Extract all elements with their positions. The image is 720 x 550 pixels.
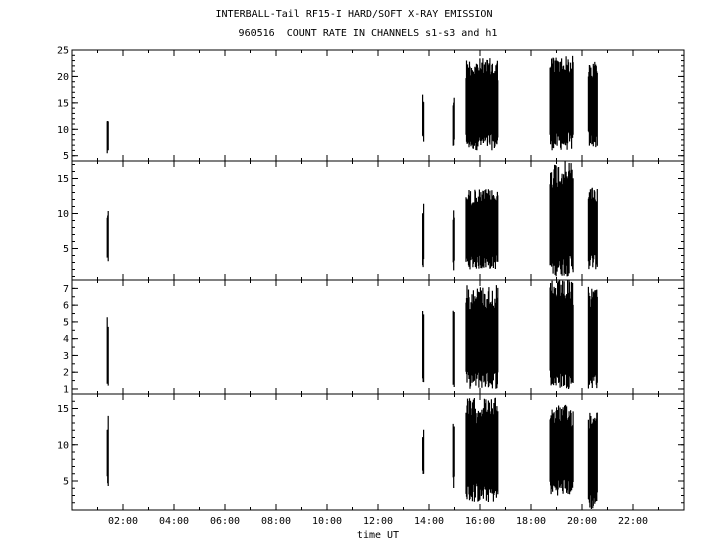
data-trace-s3 — [587, 286, 598, 389]
y-tick-label: 10 — [57, 125, 69, 136]
data-trace-s2 — [587, 187, 598, 270]
data-burst-s3 — [106, 317, 109, 386]
data-trace-s2 — [465, 189, 499, 270]
panel-s2: 5 10 15 — [57, 160, 685, 281]
data-burst-h1 — [465, 397, 499, 502]
data-burst-s2 — [106, 211, 109, 262]
data-burst-s3 — [465, 285, 499, 389]
data-burst-s3 — [452, 310, 455, 387]
y-tick-label: 6 — [63, 301, 69, 312]
x-tick-label: 18:00 — [516, 516, 546, 527]
x-tick-label: 12:00 — [363, 516, 393, 527]
data-trace-s3 — [549, 280, 574, 389]
data-trace-s1 — [422, 94, 425, 142]
data-trace-s2 — [452, 210, 455, 271]
y-tick-label: 1 — [63, 384, 69, 395]
x-axis-label: time UT — [357, 530, 399, 541]
y-tick-label: 5 — [63, 317, 69, 328]
x-tick-label: 20:00 — [567, 516, 597, 527]
y-tick-label: 5 — [63, 244, 69, 255]
data-trace-s1 — [465, 58, 499, 151]
data-burst-s2 — [452, 210, 455, 271]
panel-s1: 5 10 15 20 25 — [57, 46, 685, 162]
data-burst-s3 — [587, 286, 598, 389]
y-tick-label: 5 — [63, 151, 69, 162]
y-tick-label: 15 — [57, 98, 69, 109]
y-tick-label: 2 — [63, 368, 69, 379]
data-trace-s3 — [106, 317, 109, 386]
data-burst-h1 — [106, 415, 109, 486]
data-burst-h1 — [587, 412, 598, 509]
data-burst-s1 — [106, 121, 109, 154]
chart-subtitle: 960516 COUNT RATE IN CHANNELS s1-s3 and … — [238, 28, 498, 39]
data-trace-s2 — [106, 211, 109, 262]
data-burst-s1 — [549, 55, 574, 151]
data-trace-h1 — [452, 423, 455, 488]
x-tick-label: 02:00 — [108, 516, 138, 527]
data-burst-s2 — [549, 161, 574, 277]
data-burst-s2 — [422, 203, 425, 268]
x-tick-label: 06:00 — [210, 516, 240, 527]
y-tick-label: 3 — [63, 351, 69, 362]
x-tick-label: 16:00 — [465, 516, 495, 527]
data-burst-h1 — [549, 404, 574, 496]
data-trace-s1 — [587, 61, 598, 148]
y-tick-label: 4 — [63, 334, 69, 345]
y-tick-label: 15 — [57, 404, 69, 415]
x-tick-label: 08:00 — [261, 516, 291, 527]
panel-s3: 1 2 3 4 5 6 7 — [63, 279, 685, 395]
data-burst-s1 — [452, 97, 455, 146]
data-trace-s1 — [452, 97, 455, 146]
x-tick-label: 10:00 — [312, 516, 342, 527]
data-trace-s3 — [465, 285, 499, 389]
data-burst-s3 — [422, 311, 425, 383]
y-tick-label: 25 — [57, 46, 69, 57]
panels-group: 5 10 15 20 25 5 10 15 1 2 3 4 5 6 7 5 10 15 02:00 04:00 06:0… — [57, 46, 685, 527]
data-trace-h1 — [587, 412, 598, 509]
chart-title: INTERBALL-Tail RF15-I HARD/SOFT X-RAY EM… — [215, 9, 493, 20]
panel-h1: 5 10 15 — [57, 393, 685, 511]
data-trace-h1 — [549, 404, 574, 496]
data-burst-s1 — [465, 58, 499, 151]
data-burst-s2 — [587, 187, 598, 270]
data-burst-s1 — [422, 94, 425, 142]
data-trace-h1 — [106, 415, 109, 486]
y-tick-label: 15 — [57, 174, 69, 185]
data-trace-s2 — [422, 203, 425, 268]
y-tick-label: 5 — [63, 477, 69, 488]
y-tick-label: 7 — [63, 284, 69, 295]
data-burst-h1 — [452, 423, 455, 488]
data-burst-s1 — [587, 61, 598, 148]
y-tick-label: 10 — [57, 440, 69, 451]
data-trace-s2 — [549, 161, 574, 277]
x-tick-label: 14:00 — [414, 516, 444, 527]
x-tick-label: 22:00 — [618, 516, 648, 527]
data-trace-h1 — [422, 429, 425, 474]
data-trace-s3 — [422, 311, 425, 383]
data-trace-s1 — [549, 55, 574, 151]
x-tick-label: 04:00 — [159, 516, 189, 527]
data-burst-h1 — [422, 429, 425, 474]
data-burst-s3 — [549, 280, 574, 389]
y-tick-label: 20 — [57, 72, 69, 83]
data-trace-h1 — [465, 397, 499, 502]
data-trace-s3 — [452, 310, 455, 387]
data-trace-s1 — [106, 121, 109, 154]
y-tick-label: 10 — [57, 209, 69, 220]
data-burst-s2 — [465, 189, 499, 270]
